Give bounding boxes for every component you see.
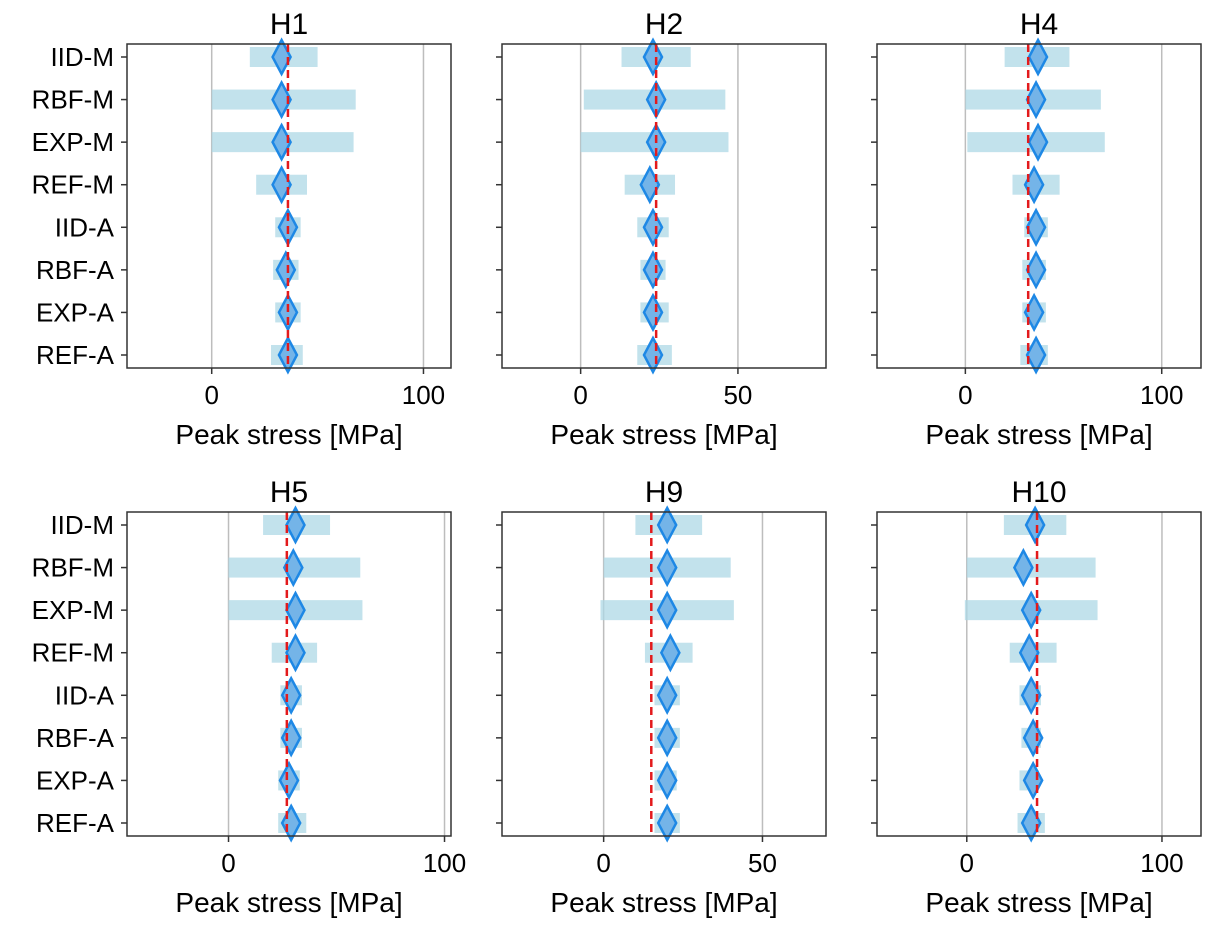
x-tick-label: 50 bbox=[723, 380, 752, 410]
estimate-marker bbox=[1023, 165, 1045, 205]
x-axis-label: Peak stress [MPa] bbox=[925, 419, 1152, 450]
axes-frame bbox=[876, 511, 1202, 837]
estimate-marker bbox=[1012, 547, 1034, 588]
estimate-marker bbox=[1025, 79, 1047, 120]
x-axis-label: Peak stress [MPa] bbox=[550, 887, 777, 918]
estimate-marker bbox=[659, 633, 681, 673]
estimate-marker bbox=[1025, 250, 1047, 290]
estimate-marker bbox=[1022, 760, 1044, 801]
estimate-marker bbox=[285, 633, 306, 673]
y-tick-label: REF-A bbox=[36, 340, 115, 370]
x-axis-label: Peak stress [MPa] bbox=[925, 887, 1152, 918]
estimate-marker bbox=[1022, 718, 1044, 758]
x-axis-label: Peak stress [MPa] bbox=[175, 419, 402, 450]
y-tick-label: IID-M bbox=[50, 510, 114, 540]
x-axis-label: Peak stress [MPa] bbox=[550, 419, 777, 450]
estimate-marker bbox=[642, 207, 664, 247]
y-tick-label: RBF-A bbox=[36, 723, 115, 753]
x-tick-label: 0 bbox=[596, 848, 610, 878]
chart-title: H1 bbox=[270, 8, 308, 41]
x-tick-label: 0 bbox=[958, 380, 972, 410]
estimate-marker bbox=[1027, 122, 1049, 162]
y-tick-label: RBF-A bbox=[36, 255, 115, 285]
estimate-marker bbox=[271, 165, 293, 205]
x-axis-label: Peak stress [MPa] bbox=[175, 887, 402, 918]
y-tick-label: IID-A bbox=[55, 680, 115, 710]
estimate-marker bbox=[280, 675, 302, 715]
x-tick-label: 0 bbox=[204, 380, 218, 410]
estimate-marker bbox=[1025, 335, 1047, 375]
x-tick-label: 50 bbox=[748, 848, 777, 878]
estimate-marker bbox=[1025, 207, 1047, 247]
estimate-marker bbox=[1018, 633, 1040, 673]
chart-title: H2 bbox=[645, 8, 683, 41]
y-tick-label: RBF-M bbox=[32, 553, 114, 583]
estimate-marker bbox=[277, 292, 299, 333]
x-tick-label: 100 bbox=[1140, 380, 1183, 410]
x-tick-label: 0 bbox=[221, 848, 235, 878]
chart-title: H9 bbox=[645, 476, 683, 509]
axes-frame bbox=[501, 511, 827, 837]
y-tick-label: REF-M bbox=[32, 170, 114, 200]
axes-frame bbox=[876, 43, 1202, 369]
estimate-marker bbox=[639, 165, 661, 205]
estimate-marker bbox=[271, 79, 293, 120]
axes-frame bbox=[501, 43, 827, 369]
y-tick-label: EXP-M bbox=[32, 127, 114, 157]
estimate-marker bbox=[278, 760, 300, 801]
x-tick-label: 100 bbox=[423, 848, 466, 878]
estimate-marker bbox=[656, 803, 678, 843]
y-tick-label: REF-A bbox=[36, 808, 115, 838]
estimate-marker bbox=[285, 505, 306, 545]
estimate-marker bbox=[642, 292, 664, 333]
estimate-marker bbox=[275, 250, 297, 290]
estimate-marker bbox=[656, 590, 678, 630]
x-tick-label: 0 bbox=[960, 848, 974, 878]
y-tick-label: REF-M bbox=[32, 638, 114, 668]
estimate-marker bbox=[282, 547, 304, 588]
estimate-marker bbox=[1020, 675, 1042, 715]
y-tick-label: IID-A bbox=[55, 212, 115, 242]
x-tick-label: 100 bbox=[402, 380, 445, 410]
estimate-marker bbox=[656, 718, 678, 758]
estimate-marker bbox=[642, 37, 664, 77]
estimate-marker bbox=[1027, 37, 1049, 77]
estimate-marker bbox=[656, 547, 678, 588]
chart-title: H5 bbox=[270, 476, 308, 509]
y-tick-label: EXP-A bbox=[36, 765, 115, 795]
chart-title: H4 bbox=[1020, 8, 1058, 41]
estimate-marker bbox=[280, 718, 302, 758]
y-tick-label: EXP-M bbox=[32, 595, 114, 625]
y-tick-label: RBF-M bbox=[32, 85, 114, 115]
estimate-marker bbox=[656, 505, 678, 545]
estimate-marker bbox=[642, 335, 664, 375]
estimate-marker bbox=[280, 803, 302, 843]
axes-frame bbox=[126, 43, 452, 369]
x-tick-label: 100 bbox=[1140, 848, 1183, 878]
x-tick-label: 0 bbox=[573, 380, 587, 410]
chart-title: H10 bbox=[1011, 476, 1066, 509]
estimate-marker bbox=[1024, 505, 1046, 545]
estimate-marker bbox=[277, 335, 299, 375]
estimate-marker bbox=[642, 250, 664, 290]
estimate-marker bbox=[285, 590, 306, 630]
axes-frame bbox=[126, 511, 452, 837]
estimate-marker bbox=[656, 675, 678, 715]
y-tick-label: EXP-A bbox=[36, 297, 115, 327]
estimate-marker bbox=[656, 760, 678, 801]
y-tick-label: IID-M bbox=[50, 42, 114, 72]
